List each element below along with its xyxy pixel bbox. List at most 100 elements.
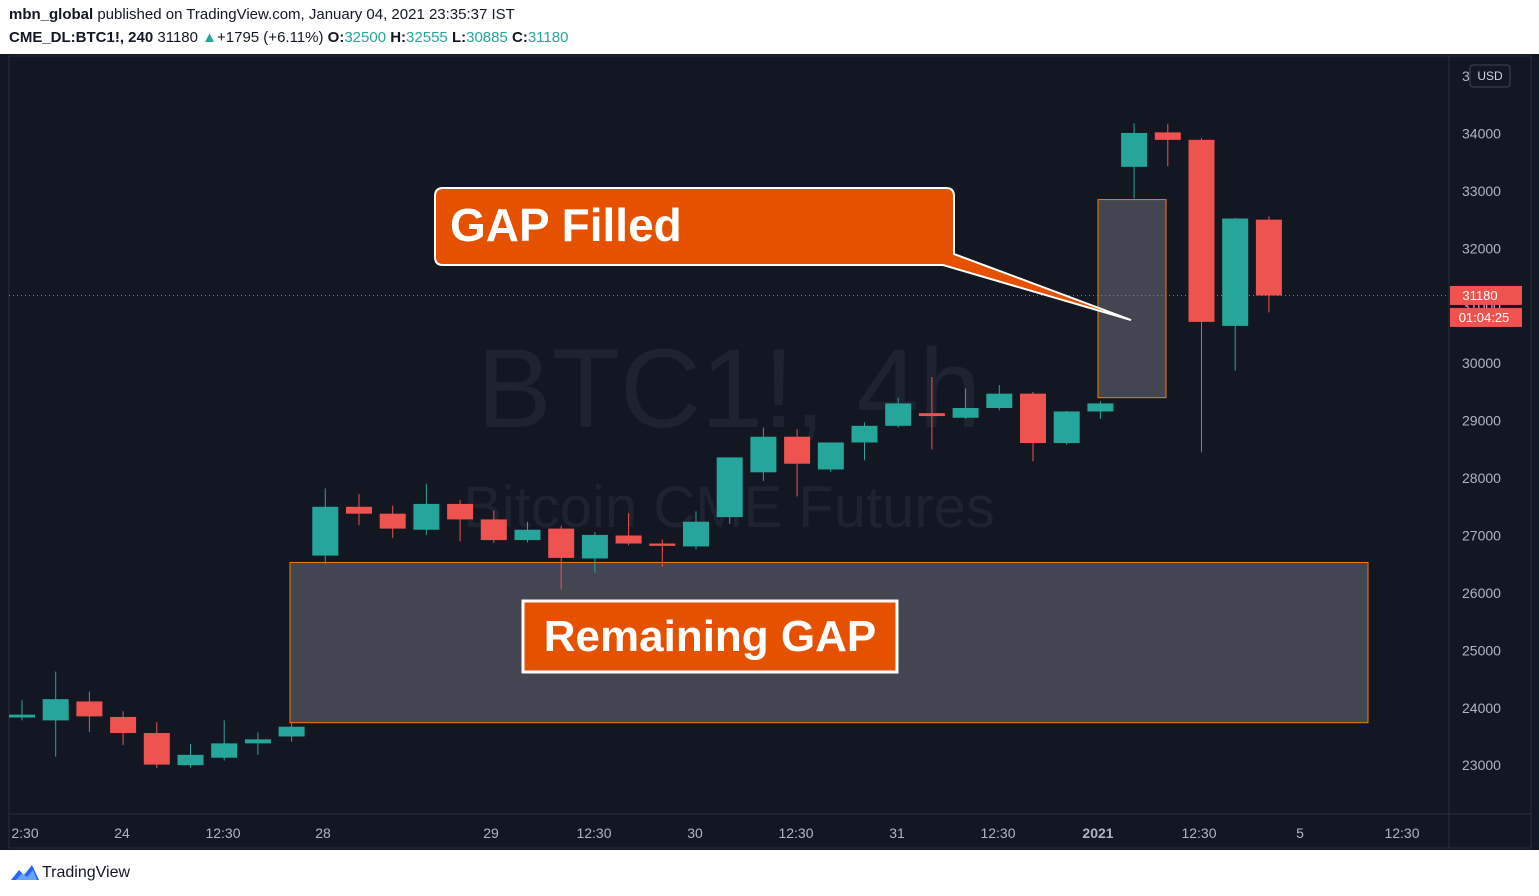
remaining-gap-label: Remaining GAP: [544, 612, 877, 661]
tradingview-brand[interactable]: TradingView: [42, 864, 131, 881]
candle-body: [211, 743, 238, 758]
published-text: published on TradingView.com, January 04…: [97, 6, 515, 23]
low-label: L:: [451, 29, 467, 46]
last-price-badge: 31180 01:04:25: [1450, 285, 1522, 327]
candle: [346, 494, 372, 526]
candle-body: [278, 726, 305, 737]
candle-body: [514, 529, 541, 541]
watermark-symbol: BTC1!, 4h: [477, 326, 981, 451]
candle-body: [1154, 132, 1181, 140]
candle: [1255, 216, 1282, 313]
candle-body: [581, 534, 608, 559]
candle-body: [1053, 411, 1080, 444]
candle-body: [42, 699, 69, 721]
candle: [76, 691, 103, 732]
candle: [851, 422, 878, 461]
price-tick-label: 32000: [1462, 240, 1501, 256]
candle: [986, 385, 1013, 411]
candle: [211, 720, 238, 761]
candle: [143, 722, 170, 769]
currency-button-frame[interactable]: [1469, 64, 1511, 88]
high-label: H:: [390, 29, 407, 46]
symbol-label[interactable]: CME_DL:BTC1!, 240: [9, 29, 154, 46]
remaining-gap-label-box[interactable]: Remaining GAP: [521, 599, 899, 674]
candle-body: [615, 535, 642, 544]
time-tick-label: 12:30: [1181, 825, 1216, 841]
publisher-line: mbn_global published on TradingView.com,…: [9, 6, 515, 23]
chart-canvas[interactable]: BTC1!, 4h Bitcoin CME Futures 2300024000…: [0, 54, 1539, 850]
candles: [9, 123, 1282, 769]
candle-body: [986, 393, 1013, 409]
chart-footer: TradingView: [0, 850, 1539, 896]
gap-filled-label: GAP Filled: [450, 199, 682, 251]
candle-body: [1020, 393, 1046, 444]
candle: [9, 700, 35, 721]
candle: [683, 511, 709, 550]
candle: [514, 521, 541, 543]
candle: [784, 429, 811, 497]
price-tick-label: 30000: [1462, 355, 1501, 371]
candle: [1020, 391, 1046, 462]
candle-body: [817, 442, 844, 470]
price-tick-label: 23000: [1462, 757, 1501, 773]
candle: [177, 743, 204, 768]
time-tick-label: 31: [889, 825, 905, 841]
time-tick-label: 2021: [1082, 825, 1113, 841]
candle: [952, 388, 979, 419]
candle: [885, 397, 912, 428]
time-tick-label: 12:30: [778, 825, 813, 841]
time-tick-label: 2:30: [11, 825, 38, 841]
candle-body: [244, 739, 271, 744]
candle: [750, 427, 777, 481]
candle: [548, 525, 575, 590]
candle: [1154, 123, 1181, 167]
price-tick-label: 27000: [1462, 527, 1501, 543]
time-tick-label: 30: [687, 825, 703, 841]
candle-body: [1255, 219, 1282, 296]
candle-body: [177, 754, 204, 766]
up-arrow-icon: ▲: [202, 29, 218, 46]
currency-label[interactable]: USD: [1477, 69, 1503, 83]
candle-body: [379, 513, 406, 529]
publisher-name[interactable]: mbn_global: [9, 6, 94, 23]
last-price-badge-text: 31180: [1462, 288, 1497, 303]
candle-body: [480, 519, 507, 541]
candle-body: [851, 425, 878, 443]
candle-body: [413, 503, 440, 530]
gap-filled-callout-bubble[interactable]: [434, 187, 1132, 321]
gap-box[interactable]: [1097, 199, 1167, 399]
last-price-badge-bg: [1450, 285, 1522, 305]
candle: [480, 510, 507, 543]
candle: [615, 513, 642, 546]
open-label: O:: [327, 29, 345, 46]
candle-body: [885, 403, 912, 426]
candle-body: [548, 528, 575, 558]
tradingview-logo-icon[interactable]: [10, 862, 40, 882]
candle-body: [312, 506, 339, 556]
price-tick-label: 33000: [1462, 183, 1501, 199]
time-tick-label: 12:30: [980, 825, 1015, 841]
candle: [110, 711, 137, 746]
candle-body: [918, 413, 945, 417]
time-tick-label: 12:30: [1384, 825, 1419, 841]
candle-body: [952, 408, 979, 418]
candle: [379, 505, 406, 538]
close-label: C:: [512, 29, 528, 46]
currency-button[interactable]: USD: [1469, 64, 1511, 88]
candle: [716, 457, 743, 525]
candle: [447, 499, 474, 542]
open-value: 32500: [344, 29, 387, 46]
candle-body: [1121, 132, 1148, 167]
candle-body: [784, 436, 811, 464]
ohlc-line: CME_DL:BTC1!, 240 31180 ▲+1795 (+6.11%) …: [9, 29, 568, 46]
close-value: 31180: [527, 29, 569, 46]
gap-filled-callout[interactable]: GAP Filled: [434, 187, 1132, 321]
price-tick-label: 25000: [1462, 642, 1501, 658]
time-axis-labels: 2:30 24 12:30 28 29 12:30 30 12:30 31 12:30 2021 12…: [11, 825, 1419, 841]
candle-body: [716, 457, 743, 518]
time-tick-label: 24: [114, 825, 130, 841]
candle-body: [1188, 139, 1215, 322]
remaining-gap-label-bg[interactable]: [521, 599, 899, 674]
candle-body: [683, 521, 709, 547]
candle-body: [76, 701, 103, 717]
